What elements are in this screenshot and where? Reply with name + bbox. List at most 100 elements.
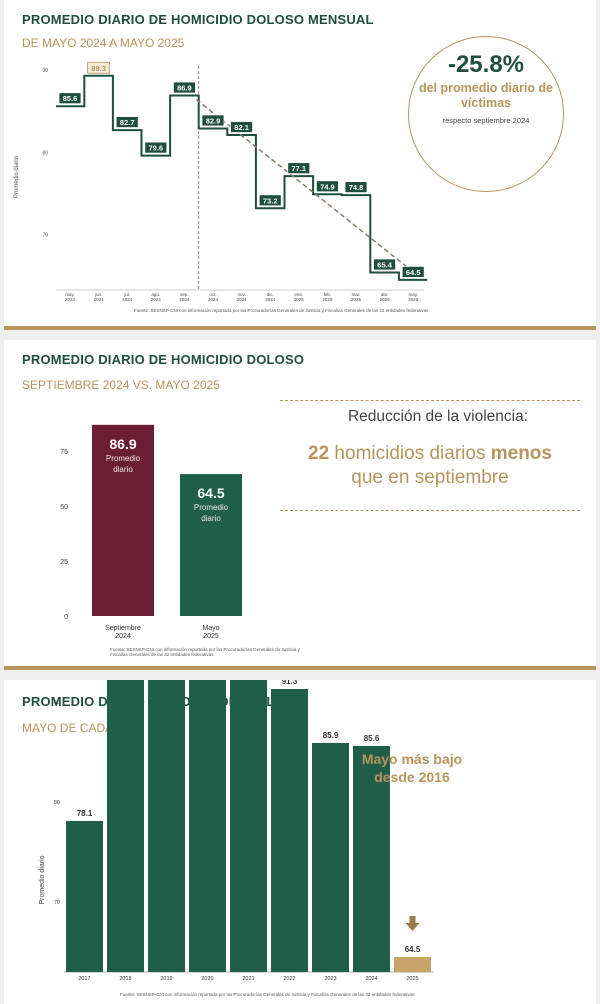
x-tick-label-month: oct. [209, 292, 216, 297]
highlight-circle: -25.8% del promedio diario de víctimas r… [408, 36, 564, 192]
data-label-box [230, 121, 254, 133]
data-label: 74.9 [320, 182, 335, 191]
x-tick-label-year: 2025 [380, 297, 391, 302]
x-category-label: 2021 [242, 976, 254, 982]
trend-line [195, 98, 414, 273]
bar-value-label: 85.9 [323, 731, 339, 740]
bar-value-label: 86.9 [109, 436, 136, 452]
panel1-subtitle: DE MAYO 2024 A MAYO 2025 [22, 36, 185, 50]
bar [271, 689, 308, 972]
x-category-label: 2022 [283, 976, 295, 982]
x-tick-label-month: jul. [123, 292, 130, 297]
reduction-title: Reducción de la violencia: [347, 408, 529, 425]
x-category-label: 2025 [203, 633, 219, 640]
reduction-message: 22 homicidios diarios menos que en septi… [280, 442, 580, 490]
data-label-box [287, 162, 311, 175]
lowest-note-line2: desde 2016 [374, 769, 450, 785]
bar [394, 957, 431, 972]
x-category-label: 2019 [160, 976, 172, 982]
bar [230, 680, 267, 972]
panel2-subtitle: SEPTIEMBRE 2024 VS. MAYO 2025 [22, 378, 220, 392]
data-label: 82.7 [120, 118, 135, 127]
x-tick-label-year: 2024 [65, 297, 76, 302]
y-tick-label: 0 [64, 614, 68, 621]
data-label-box [258, 194, 282, 207]
x-tick-label-month: may. [65, 292, 74, 297]
y-axis-label: Promedio diario [39, 855, 46, 904]
bar-value-label: 78.1 [77, 809, 93, 818]
y-tick-label: 80 [54, 800, 60, 806]
bar-value-label: 64.5 [405, 945, 421, 954]
x-category-label: 2025 [406, 976, 418, 982]
down-arrow-icon [405, 916, 420, 931]
x-tick-label-month: jun. [94, 292, 102, 297]
x-category-label: 2017 [78, 976, 90, 982]
monthly-line-chart: Promedio diario 70 80 90 85.6 89.3 82.7 79.6 86.… [14, 61, 428, 302]
x-category-label: Mayo [202, 625, 219, 632]
panel2-title: PROMEDIO DIARIO DE HOMICIDIO DOLOSO [22, 352, 305, 367]
x-category-label: 2018 [119, 976, 131, 982]
y-tick-label: 75 [60, 449, 68, 456]
x-tick-label-month: feb. [324, 292, 332, 297]
bar-caption: diario [201, 514, 221, 523]
x-category-label: 2023 [324, 976, 336, 982]
x-tick-label-year: 2025 [408, 297, 419, 302]
highlight-reference: respecto septiembre 2024 [442, 116, 530, 125]
bar [66, 821, 103, 972]
data-label-box [172, 81, 196, 94]
x-tick-label-month: ene. [294, 292, 303, 297]
bar-caption: diario [113, 465, 133, 474]
panel2-source: Fuente: SESNSP-CNI con información repor… [110, 647, 300, 657]
bar [353, 746, 390, 972]
x-tick-label-month: dic. [267, 292, 274, 297]
bar [189, 680, 226, 972]
y-tick-label: 25 [60, 559, 68, 566]
data-label: 85.6 [63, 94, 78, 103]
annual-panel: PROMEDIO DIARIO DE HOMICIDIO DOLOSO MAYO… [4, 680, 596, 1004]
data-label-box [115, 116, 139, 128]
data-label-box [344, 181, 368, 194]
panel1-source: Fuente: SESNSP-CNI con información repor… [134, 308, 430, 313]
x-tick-label-month: mar. [352, 292, 361, 297]
bar-value-label: 64.5 [197, 485, 224, 501]
x-category-label: 2020 [201, 976, 213, 982]
y-tick-label: 90 [42, 68, 48, 74]
monthly-line-panel: PROMEDIO DIARIO DE HOMICIDIO DOLOSO MENS… [4, 0, 596, 330]
x-tick-label-month: may. [408, 292, 417, 297]
data-label-box [401, 265, 425, 278]
bar-caption: Promedio [194, 503, 229, 512]
data-label: 86.9 [177, 84, 192, 93]
bar [92, 424, 154, 616]
data-label: 82.9 [206, 116, 221, 125]
bar-value-label: 85.6 [364, 734, 380, 743]
x-tick-label-year: 2024 [151, 297, 162, 302]
highlight-description: del promedio diario de víctimas [418, 81, 554, 110]
divider-bottom [280, 510, 580, 511]
data-label-box [58, 92, 82, 105]
annual-bar-chart: Promedio diario70809010078.1201794.72018… [39, 680, 434, 982]
data-label-box [144, 141, 168, 154]
data-label: 79.6 [148, 144, 163, 153]
x-tick-label-year: 2024 [122, 297, 133, 302]
x-tick-label-month: ago. [151, 292, 160, 297]
y-tick-label: 70 [42, 233, 48, 239]
x-tick-label-month: abr. [381, 292, 389, 297]
panel3-source: Fuente: SESNSP-CNI con información repor… [120, 992, 416, 997]
y-tick-label: 50 [60, 504, 68, 511]
bar-value-label: 91.3 [282, 680, 298, 686]
data-label: 77.1 [291, 164, 306, 173]
bar [107, 680, 144, 972]
data-label: 74.8 [349, 183, 364, 192]
x-category-label: 2024 [115, 633, 131, 640]
bar [180, 474, 242, 616]
x-tick-label-year: 2025 [322, 297, 333, 302]
x-tick-label-year: 2024 [179, 297, 190, 302]
bar-caption: Promedio [106, 454, 141, 463]
x-tick-label-month: nov. [238, 292, 246, 297]
x-category-label: Septiembre [105, 625, 141, 632]
lowest-note: Mayo más bajo desde 2016 [350, 750, 474, 786]
data-label: 64.5 [406, 268, 421, 277]
bar [312, 743, 349, 972]
data-label: 73.2 [263, 196, 278, 205]
